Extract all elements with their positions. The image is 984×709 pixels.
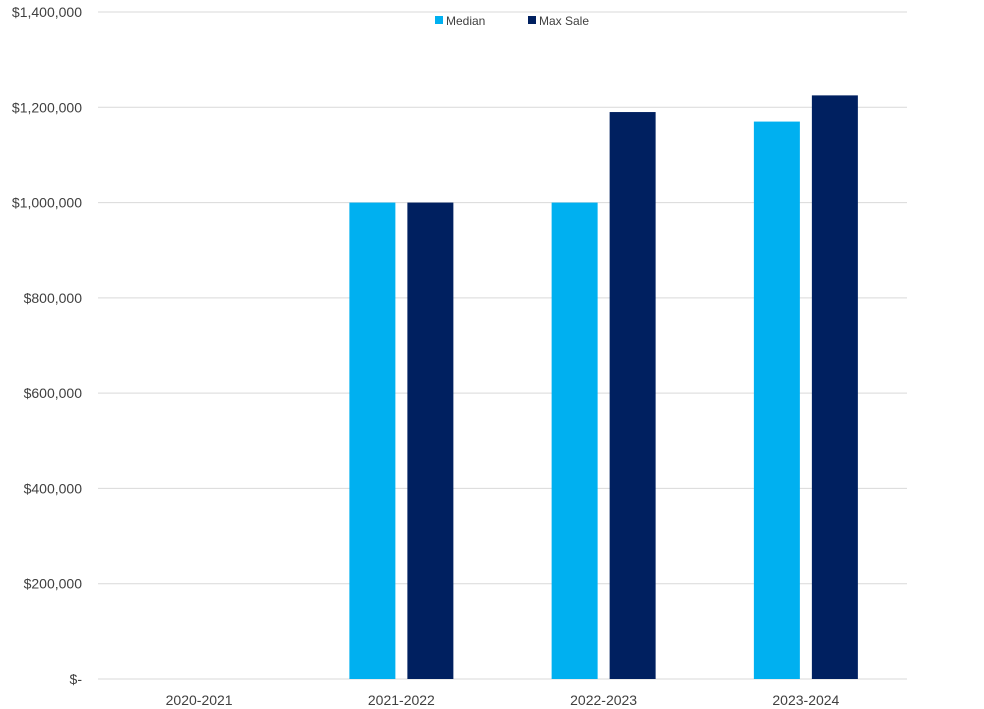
bar-median-2021-2022 [349,202,396,680]
legend-swatch-max-sale [528,16,536,24]
x-tick-label: 2020-2021 [166,692,233,708]
legend: Median Max Sale [435,14,589,28]
x-tick-label: 2021-2022 [368,692,435,708]
legend-swatch-median [435,16,443,24]
y-tick-label: $- [70,671,83,687]
x-tick-label: 2023-2024 [772,692,839,708]
y-tick-label: $1,000,000 [12,195,82,211]
y-tick-label: $1,400,000 [12,4,82,20]
gridlines [98,11,907,680]
y-axis-tick-labels: $- $200,000 $400,000 $600,000 $800,000 $1,000… [12,4,82,687]
y-tick-label: $400,000 [24,480,83,496]
y-tick-label: $600,000 [24,385,83,401]
bars [349,95,858,680]
bar-max-sale-2023-2024 [811,95,858,679]
y-tick-label: $800,000 [24,290,83,306]
legend-label: Max Sale [539,14,589,28]
bar-median-2023-2024 [753,121,800,680]
y-tick-label: $1,200,000 [12,99,82,115]
bar-median-2022-2023 [551,202,598,680]
x-axis-tick-labels: 2020-2021 2021-2022 2022-2023 2023-2024 [166,692,840,708]
bar-max-sale-2021-2022 [407,202,454,680]
x-tick-label: 2022-2023 [570,692,637,708]
legend-label: Median [446,14,485,28]
y-tick-label: $200,000 [24,576,83,592]
bar-max-sale-2022-2023 [609,112,656,680]
